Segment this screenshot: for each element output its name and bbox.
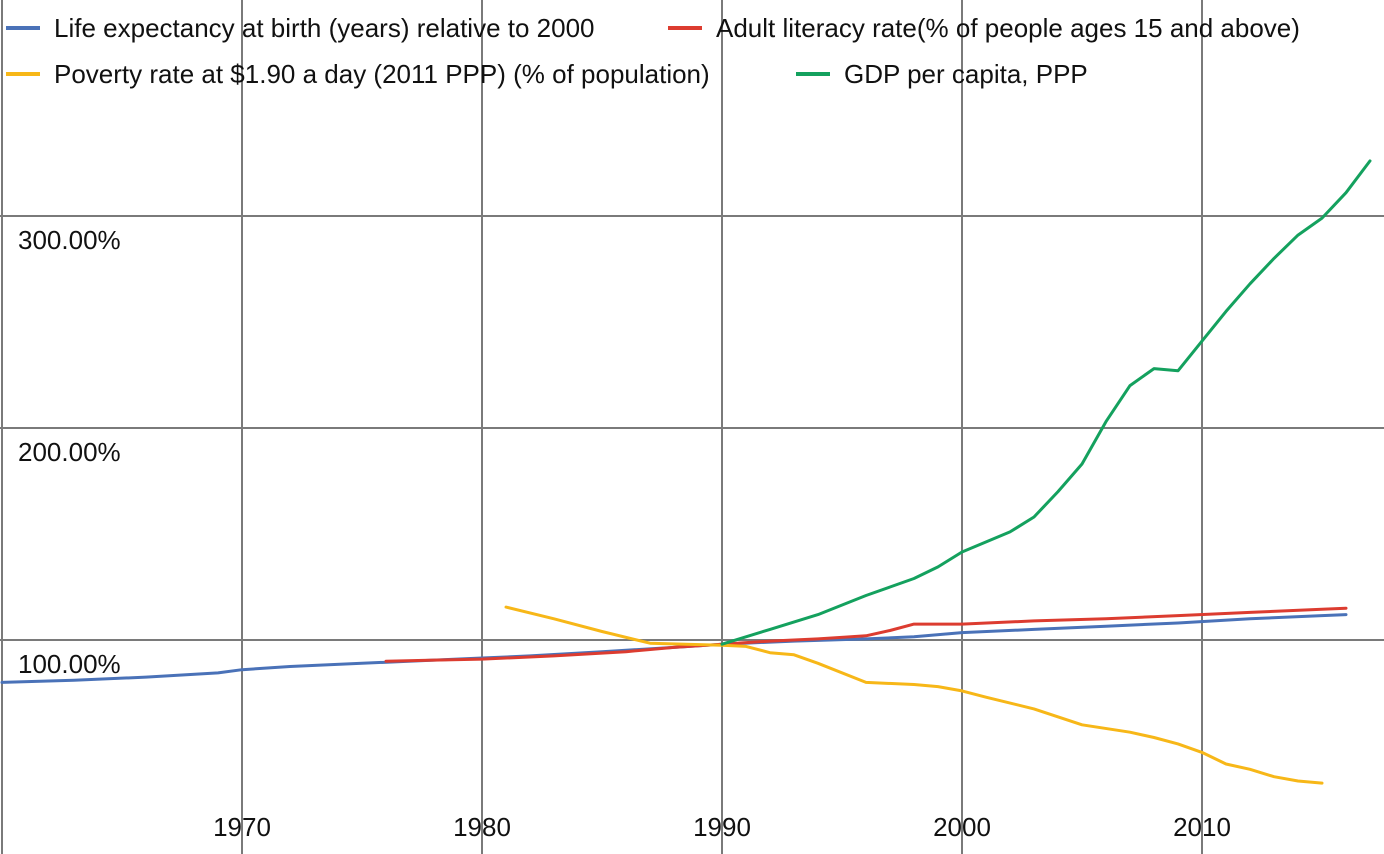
series-lines [0, 159, 1372, 785]
y-tick-label-300: 300.00% [18, 225, 121, 255]
chart-legend: Life expectancy at birth (years) relativ… [6, 13, 1300, 89]
legend-item-3: GDP per capita, PPP [796, 59, 1088, 89]
y-tick-label-100: 100.00% [18, 649, 121, 679]
x-tick-label-1990: 1990 [693, 812, 751, 842]
x-axis-tick-labels: 1970 1980 1990 2000 2010 [213, 812, 1231, 842]
legend-item-0: Life expectancy at birth (years) relativ… [6, 13, 595, 43]
x-tick-label-1980: 1980 [453, 812, 511, 842]
legend-label-3: GDP per capita, PPP [844, 59, 1088, 89]
series-line-1 [384, 606, 1348, 663]
y-tick-label-200: 200.00% [18, 437, 121, 467]
series-line-3 [720, 159, 1372, 646]
x-tick-label-2000: 2000 [933, 812, 991, 842]
x-tick-label-2010: 2010 [1173, 812, 1231, 842]
legend-label-2: Poverty rate at $1.90 a day (2011 PPP) (… [54, 59, 710, 89]
series-line-2 [504, 605, 1324, 785]
y-axis-tick-labels: 100.00% 200.00% 300.00% [18, 225, 121, 679]
x-tick-label-1970: 1970 [213, 812, 271, 842]
legend-item-2: Poverty rate at $1.90 a day (2011 PPP) (… [6, 59, 710, 89]
legend-item-1: Adult literacy rate(% of people ages 15 … [668, 13, 1300, 43]
legend-label-0: Life expectancy at birth (years) relativ… [54, 13, 595, 43]
legend-label-1: Adult literacy rate(% of people ages 15 … [716, 13, 1300, 43]
